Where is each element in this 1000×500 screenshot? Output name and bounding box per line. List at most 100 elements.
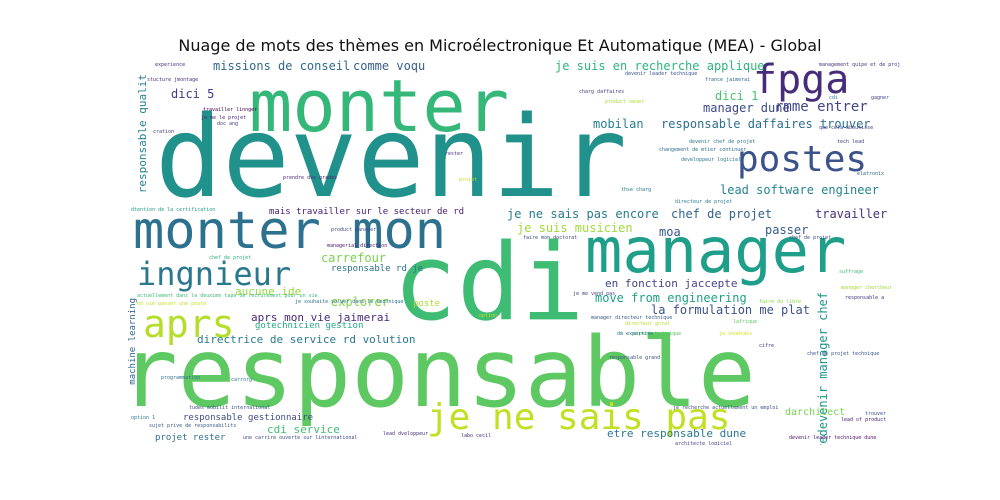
- word-chef-de-projet-technique: chef de projet technique: [807, 351, 880, 357]
- word-darchitect: darchitect: [785, 407, 846, 418]
- word-gotechnicien-gestion: gotechnicien gestion: [255, 321, 364, 331]
- word-je-ne-sais-pas-encore: je ne sais pas encore: [507, 207, 659, 221]
- word-mobilan: mobilan: [593, 117, 644, 131]
- word-managerial-direction: managerial direction: [327, 243, 388, 249]
- word-responsable-gestionnaire: responsable gestionnaire: [183, 413, 314, 423]
- word-charg-daffaires: charg daffaires: [579, 89, 625, 95]
- word-devenir: devenir: [155, 93, 628, 223]
- word-en-fonction-jaccepte: en fonction jaccepte: [605, 277, 738, 290]
- word-carrefour: carrefour: [321, 251, 387, 265]
- word-doc-ang: doc ang: [217, 121, 239, 127]
- word-je-suis-en-recherche-applique: je suis en recherche applique: [555, 60, 765, 73]
- word-developpeur-logiciel: developpeur logiciel: [681, 157, 742, 163]
- word-lafrique: lafrique: [733, 319, 758, 325]
- word-stucture-jmontage: stucture jmontage: [147, 77, 199, 83]
- word-je-voudrais: je voudrais: [719, 331, 753, 337]
- word-elatronix: elatronix: [857, 171, 885, 177]
- word-je-suis-musicien: je suis musicien: [517, 221, 633, 235]
- word-aprs-mon-vie-jaimerai: aprs mon vie jaimerai: [251, 311, 391, 324]
- word-responsable-qualit: responsable qualit: [136, 74, 149, 194]
- word-cration: cration: [153, 129, 175, 135]
- word-prendre-des-grades: prendre des grades: [283, 175, 338, 181]
- word-thse-charg: thse charg: [621, 187, 652, 193]
- word-manager: manager: [585, 214, 847, 287]
- word-sujet-prive-de-responsabilits: sujet prive de responsabilits: [149, 423, 237, 429]
- word-cdi-service: cdi service: [267, 423, 340, 436]
- word-je-me-le-projet: je me le projet: [201, 115, 247, 121]
- word-manager-dune: manager dune: [703, 101, 790, 115]
- word-rmme-entrer: rmme entrer: [775, 99, 868, 115]
- word-cifre: cifre: [759, 343, 775, 349]
- word-je-recherche-actuellement-un-emploi: je recherche actuellement un emploi: [673, 405, 779, 411]
- word-tudes-mobilit-international: tudes mobilit international: [189, 405, 271, 411]
- word-architecte-logiciel: architecte logiciel: [675, 441, 733, 446]
- word-lead-dveloppeur: lead dveloppeur: [383, 431, 429, 437]
- word-que-cela-aboutisse: que cela aboutisse: [819, 125, 874, 131]
- word-management-quipe-et-de-projet: management quipe et de projet: [819, 62, 900, 68]
- word-suffrage: suffrage: [839, 269, 864, 275]
- word-programmation: programmation: [161, 375, 201, 381]
- word-tech-lead: tech lead: [837, 139, 865, 145]
- word-chef-de-projet: chef de projet: [671, 207, 773, 221]
- word-move-from-engineering: move from engineering: [595, 291, 747, 305]
- word-je-ne-sais-pas: je ne sais pas: [427, 397, 731, 438]
- word-dtention-de-la-certification: dtention de la certification: [131, 207, 216, 213]
- word-responsable-rd-je: responsable rd je: [331, 264, 424, 274]
- word-directeur-gnral: directeur gnral: [625, 321, 671, 327]
- word-missions-de-conseil: missions de conseil: [213, 60, 351, 73]
- word-rester: rester: [445, 151, 464, 157]
- word-ingnieur: ingnieur: [137, 255, 292, 293]
- word-dici-1: dici 1: [715, 89, 759, 103]
- word-dm-expertise: dm expertise: [617, 331, 654, 337]
- word-labo-cecil: labo cecil: [461, 433, 492, 439]
- word-carrorg: carrorg: [231, 377, 253, 383]
- word-faire-du-libre: faire du libre: [759, 299, 802, 305]
- word-comme-voqu: comme voqu: [353, 60, 426, 73]
- word-projet-rester: projet rester: [155, 433, 226, 443]
- word-responsable-a: responsable a: [845, 295, 885, 301]
- word-faire-mon-doctorat: faire mon doctorat: [523, 235, 578, 241]
- word-la-formulation-me-plat: la formulation me plat: [651, 303, 810, 317]
- word-postes: postes: [737, 139, 868, 180]
- word-je-me-vend-pas: je me vend pas: [573, 291, 616, 297]
- word-responsable-grand: responsable grand: [609, 355, 661, 361]
- word-france-jaimerai: france jaimerai: [705, 77, 751, 83]
- word-cdi: cdi: [393, 221, 585, 344]
- word-product-manager: product manager: [331, 227, 377, 233]
- word-manager-directeur-technique: manager directeur technique: [591, 315, 673, 321]
- word-directeur-de-projet: directeur de projet: [675, 199, 733, 205]
- word-directrice-de-service-rd-volution: directrice de service rd volution: [197, 333, 416, 346]
- word-chef-de-projet-3: chef de projet: [789, 235, 832, 241]
- word-manager-chercheur: manager chercheur: [841, 285, 893, 291]
- word-devenir-leader-technique: devenir leader technique: [625, 71, 698, 77]
- word-monter-mon: monter mon: [133, 201, 447, 261]
- word-mais-travailler-sur-le-secteur-de-rd: mais travailler sur le secteur de rd: [269, 207, 465, 217]
- word-actuellement-recrutement-vie: actuellement dans le deuxime tape de rec…: [137, 293, 318, 299]
- word-lead-of-product: lead of product: [841, 417, 887, 423]
- word-en-vie-passer-une-poste: en vie passer une poste: [137, 301, 207, 307]
- word-projet: projet: [459, 177, 478, 183]
- word-changement-de-mtier-continuer: changement de mtier continuer: [659, 147, 747, 153]
- word-etre-responsable-dune: etre responsable dune: [607, 427, 747, 440]
- word-cdi-small: cdi: [829, 95, 839, 101]
- word-monter: monter: [249, 64, 510, 148]
- word-dici-5: dici 5: [171, 87, 215, 101]
- word-option-1: option 1: [131, 415, 156, 421]
- word-machine-learning: machine learning: [128, 298, 138, 385]
- word-travailler-linnger: travailler linnger: [203, 107, 258, 113]
- word-fpga: fpga: [753, 60, 850, 103]
- word-redevenir-manager-chef: redevenir manager chef: [816, 292, 830, 445]
- word-chef-de-projet-2: chef de projet: [209, 255, 252, 261]
- word-poste: poste: [413, 299, 441, 309]
- word-passer: passer: [765, 223, 809, 237]
- word-experience: experience: [155, 62, 186, 68]
- word-devenir-chef-de-projet: devenir chef de projet: [689, 139, 756, 145]
- chart-title: Nuage de mots des thèmes en Microélectro…: [178, 36, 822, 55]
- word-moa: moa: [659, 225, 681, 239]
- word-lead-software-engineer: lead software engineer: [720, 183, 879, 197]
- word-une-carrire-ouverte-sur-linternational: une carrire ouverte sur linternational: [243, 435, 358, 441]
- word-aucune-ide: aucune ide: [235, 285, 302, 298]
- word-gagner: gagner: [871, 95, 890, 101]
- word-responsable: responsable: [125, 317, 756, 429]
- word-option: option: [479, 313, 498, 319]
